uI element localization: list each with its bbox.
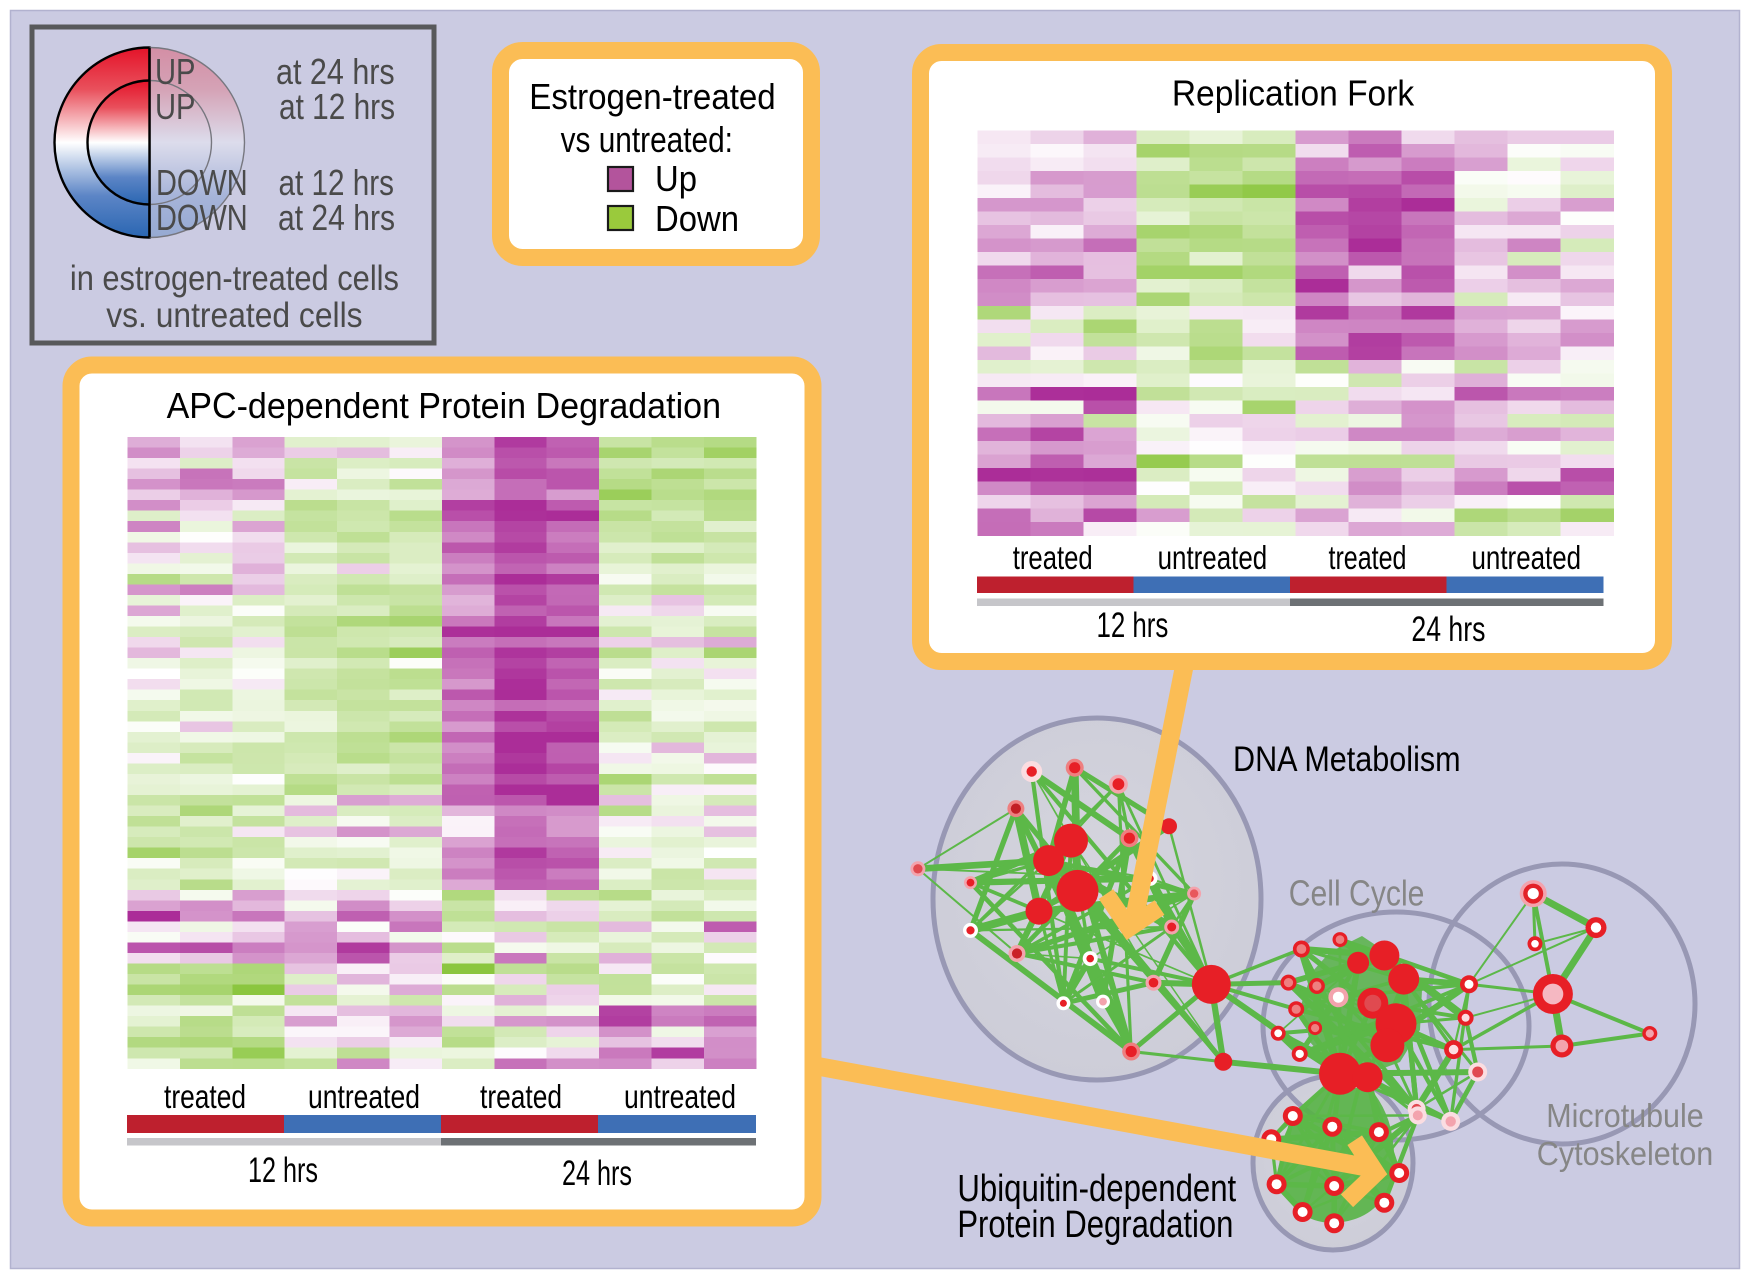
svg-text:in estrogen-treated cells: in estrogen-treated cells bbox=[70, 259, 399, 298]
svg-text:Cytoskeleton: Cytoskeleton bbox=[1537, 1135, 1713, 1172]
svg-text:24 hrs: 24 hrs bbox=[1411, 610, 1485, 649]
svg-text:Up: Up bbox=[655, 158, 697, 199]
svg-text:24 hrs: 24 hrs bbox=[562, 1154, 632, 1193]
svg-text:at 24 hrs: at 24 hrs bbox=[276, 51, 395, 92]
svg-text:treated: treated bbox=[1013, 539, 1093, 576]
svg-text:DOWN: DOWN bbox=[156, 162, 248, 203]
svg-text:12 hrs: 12 hrs bbox=[1096, 606, 1168, 645]
svg-text:Protein Degradation: Protein Degradation bbox=[957, 1204, 1233, 1246]
svg-text:untreated: untreated bbox=[624, 1078, 736, 1115]
svg-text:APC-dependent Protein Degradat: APC-dependent Protein Degradation bbox=[167, 385, 721, 426]
svg-text:vs. untreated cells: vs. untreated cells bbox=[106, 296, 362, 335]
svg-text:treated: treated bbox=[164, 1078, 246, 1115]
svg-text:at 12 hrs: at 12 hrs bbox=[279, 86, 395, 127]
svg-text:Microtubule: Microtubule bbox=[1546, 1097, 1703, 1134]
svg-text:12 hrs: 12 hrs bbox=[248, 1151, 318, 1190]
svg-text:vs untreated:: vs untreated: bbox=[561, 119, 733, 160]
svg-text:untreated: untreated bbox=[1158, 539, 1268, 576]
svg-text:Replication Fork: Replication Fork bbox=[1172, 73, 1415, 114]
svg-text:at 12 hrs: at 12 hrs bbox=[279, 162, 395, 203]
svg-text:DNA Metabolism: DNA Metabolism bbox=[1233, 740, 1461, 779]
svg-text:Cell Cycle: Cell Cycle bbox=[1289, 873, 1425, 914]
svg-text:treated: treated bbox=[480, 1078, 562, 1115]
svg-text:UP: UP bbox=[155, 51, 196, 92]
svg-text:Down: Down bbox=[655, 198, 739, 239]
svg-text:treated: treated bbox=[1329, 539, 1407, 576]
svg-text:at 24 hrs: at 24 hrs bbox=[278, 197, 395, 238]
svg-text:Estrogen-treated: Estrogen-treated bbox=[529, 76, 775, 117]
svg-text:Ubiquitin-dependent: Ubiquitin-dependent bbox=[957, 1168, 1236, 1210]
svg-text:DOWN: DOWN bbox=[156, 197, 248, 238]
svg-text:untreated: untreated bbox=[308, 1078, 420, 1115]
svg-text:UP: UP bbox=[155, 86, 196, 127]
svg-text:untreated: untreated bbox=[1472, 539, 1582, 576]
